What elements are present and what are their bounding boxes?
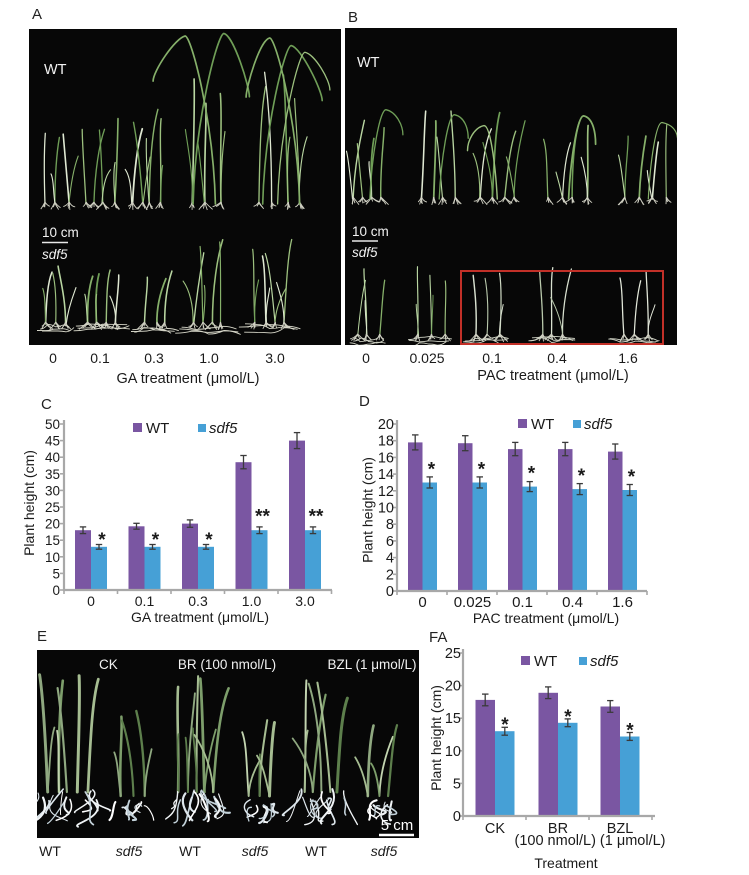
- svg-text:WT: WT: [44, 62, 67, 78]
- svg-text:45: 45: [45, 434, 60, 449]
- svg-text:20: 20: [445, 679, 461, 695]
- svg-text:1.6: 1.6: [612, 594, 633, 611]
- svg-text:0.1: 0.1: [135, 593, 155, 609]
- svg-text:*: *: [528, 464, 536, 485]
- svg-text:10 cm: 10 cm: [352, 224, 389, 239]
- svg-text:0.3: 0.3: [188, 593, 208, 609]
- svg-text:**: **: [309, 507, 324, 528]
- svg-text:*: *: [152, 530, 160, 551]
- svg-text:5: 5: [453, 776, 461, 792]
- svg-text:(100 nmol/L) (1 μmol/L): (100 nmol/L) (1 μmol/L): [515, 833, 666, 849]
- svg-text:*: *: [628, 467, 636, 488]
- svg-text:1.0: 1.0: [242, 593, 262, 609]
- svg-text:0.1: 0.1: [512, 594, 533, 611]
- svg-text:15: 15: [445, 711, 461, 727]
- svg-text:WT: WT: [146, 420, 169, 437]
- svg-text:*: *: [626, 721, 634, 742]
- svg-text:14: 14: [378, 467, 394, 483]
- svg-text:10: 10: [45, 550, 60, 565]
- svg-text:20: 20: [378, 417, 394, 433]
- svg-text:WT: WT: [357, 55, 380, 71]
- svg-text:Plant height (cm): Plant height (cm): [360, 457, 376, 563]
- svg-text:*: *: [428, 460, 436, 481]
- svg-text:sdf5: sdf5: [42, 247, 68, 262]
- svg-text:BR (100 nmol/L): BR (100 nmol/L): [178, 657, 276, 672]
- svg-text:0.025: 0.025: [454, 594, 492, 611]
- svg-text:Plant height (cm): Plant height (cm): [428, 685, 444, 791]
- svg-text:25: 25: [45, 500, 60, 515]
- svg-text:0: 0: [418, 594, 426, 611]
- svg-text:CK: CK: [485, 821, 505, 837]
- svg-text:WT: WT: [534, 653, 557, 670]
- svg-text:*: *: [478, 460, 486, 481]
- svg-text:sdf5: sdf5: [590, 653, 619, 670]
- svg-text:*: *: [205, 530, 213, 551]
- svg-text:BR: BR: [548, 821, 568, 837]
- svg-text:3.0: 3.0: [295, 593, 315, 609]
- svg-text:*: *: [501, 715, 509, 736]
- svg-text:Treatment: Treatment: [534, 855, 597, 871]
- svg-text:sdf5: sdf5: [352, 245, 378, 260]
- svg-text:35: 35: [45, 467, 60, 482]
- svg-text:10: 10: [445, 744, 461, 760]
- svg-text:**: **: [255, 507, 270, 528]
- svg-text:10 cm: 10 cm: [42, 225, 79, 240]
- svg-text:4: 4: [386, 551, 394, 567]
- svg-text:5 cm: 5 cm: [381, 817, 414, 834]
- svg-text:6: 6: [386, 534, 394, 550]
- svg-text:CK: CK: [99, 657, 118, 672]
- svg-text:*: *: [578, 466, 586, 487]
- svg-text:8: 8: [386, 517, 394, 533]
- svg-text:WT: WT: [531, 416, 554, 433]
- svg-text:0: 0: [52, 583, 60, 598]
- svg-text:sdf5: sdf5: [584, 416, 613, 433]
- svg-text:25: 25: [445, 646, 461, 662]
- svg-text:18: 18: [378, 434, 394, 450]
- svg-text:*: *: [564, 707, 572, 728]
- svg-text:12: 12: [378, 484, 394, 500]
- svg-text:GA treatment (μmol/L): GA treatment (μmol/L): [131, 609, 269, 625]
- svg-text:16: 16: [378, 450, 394, 466]
- svg-text:40: 40: [45, 450, 60, 465]
- svg-text:10: 10: [378, 501, 394, 517]
- svg-text:*: *: [98, 530, 106, 551]
- svg-text:BZL: BZL: [607, 821, 634, 837]
- svg-text:2: 2: [386, 567, 394, 583]
- svg-text:PAC treatment (μmol/L): PAC treatment (μmol/L): [473, 610, 619, 626]
- svg-text:BZL (1 μmol/L): BZL (1 μmol/L): [327, 657, 416, 672]
- svg-text:0: 0: [453, 809, 461, 825]
- svg-text:5: 5: [52, 566, 60, 581]
- svg-text:0: 0: [87, 593, 95, 609]
- svg-text:Plant height (cm): Plant height (cm): [21, 450, 37, 556]
- svg-text:sdf5: sdf5: [209, 420, 238, 437]
- svg-text:20: 20: [45, 517, 60, 532]
- svg-text:0: 0: [386, 584, 394, 600]
- svg-text:0.4: 0.4: [562, 594, 583, 611]
- svg-text:50: 50: [45, 417, 60, 432]
- svg-text:30: 30: [45, 483, 60, 498]
- svg-text:15: 15: [45, 533, 60, 548]
